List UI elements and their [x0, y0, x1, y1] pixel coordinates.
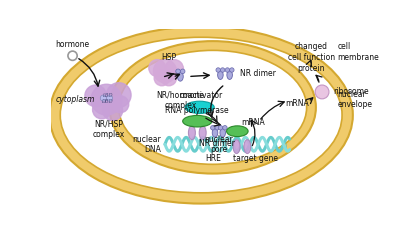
- Text: nuclear
envelope: nuclear envelope: [338, 90, 372, 109]
- Text: NR dimer: NR dimer: [240, 69, 276, 78]
- Ellipse shape: [185, 101, 214, 114]
- Text: mRNA: mRNA: [241, 118, 265, 127]
- Text: HRE: HRE: [205, 154, 221, 163]
- Circle shape: [223, 126, 227, 130]
- Ellipse shape: [50, 26, 353, 204]
- Circle shape: [218, 126, 223, 130]
- Ellipse shape: [218, 71, 223, 79]
- Ellipse shape: [212, 128, 218, 137]
- Circle shape: [154, 70, 170, 86]
- Circle shape: [100, 95, 106, 101]
- Text: HSP: HSP: [161, 53, 176, 62]
- Circle shape: [225, 68, 230, 72]
- Text: NR/HSP
complex: NR/HSP complex: [93, 120, 125, 139]
- Circle shape: [161, 70, 176, 86]
- Circle shape: [68, 51, 77, 60]
- Circle shape: [230, 68, 234, 72]
- Circle shape: [176, 69, 180, 74]
- Text: hormone: hormone: [56, 41, 90, 49]
- Circle shape: [215, 126, 220, 130]
- Circle shape: [210, 126, 215, 130]
- Ellipse shape: [110, 41, 316, 174]
- Text: mRNA: mRNA: [286, 99, 309, 108]
- Ellipse shape: [226, 126, 248, 137]
- Text: ribosome: ribosome: [333, 87, 368, 96]
- Text: coactivator: coactivator: [180, 91, 223, 100]
- Ellipse shape: [119, 50, 307, 164]
- Circle shape: [154, 60, 176, 83]
- Text: DBD: DBD: [102, 99, 114, 104]
- Ellipse shape: [178, 72, 183, 81]
- Circle shape: [106, 95, 113, 101]
- Text: target gene: target gene: [232, 154, 278, 163]
- Ellipse shape: [220, 128, 226, 137]
- Circle shape: [102, 100, 123, 120]
- Circle shape: [92, 100, 111, 119]
- Circle shape: [91, 84, 122, 115]
- Text: NR dimer: NR dimer: [199, 139, 234, 148]
- Circle shape: [85, 85, 106, 107]
- Ellipse shape: [244, 140, 251, 154]
- Text: nuclear
DNA: nuclear DNA: [132, 135, 161, 154]
- Ellipse shape: [188, 126, 195, 140]
- Circle shape: [315, 85, 329, 99]
- Circle shape: [112, 96, 129, 113]
- Ellipse shape: [60, 37, 342, 193]
- Text: nuclear
pore: nuclear pore: [204, 135, 233, 154]
- Circle shape: [216, 68, 220, 72]
- Ellipse shape: [199, 126, 206, 140]
- Text: changed
cell function: changed cell function: [288, 42, 335, 62]
- Circle shape: [180, 69, 185, 74]
- Circle shape: [220, 68, 225, 72]
- Text: protein: protein: [298, 64, 325, 73]
- Text: cytoplasm: cytoplasm: [56, 95, 95, 104]
- Text: RNA polymerase: RNA polymerase: [166, 106, 229, 115]
- Circle shape: [165, 60, 184, 78]
- Circle shape: [149, 60, 166, 77]
- Ellipse shape: [233, 140, 240, 154]
- Text: cell
membrane: cell membrane: [338, 42, 379, 62]
- Ellipse shape: [183, 115, 212, 127]
- Ellipse shape: [227, 71, 232, 79]
- Text: NR/hormone
complex: NR/hormone complex: [156, 90, 204, 110]
- Circle shape: [106, 83, 131, 107]
- Text: LBD: LBD: [103, 93, 113, 97]
